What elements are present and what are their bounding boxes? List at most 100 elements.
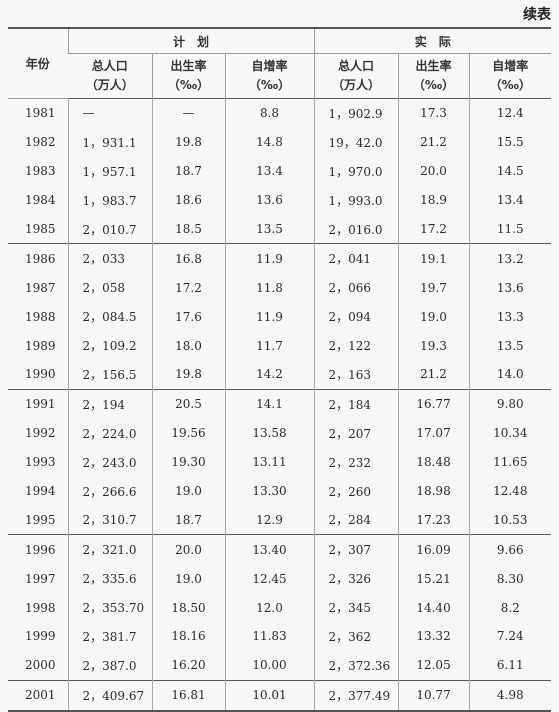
year-cell: 1988 bbox=[25, 309, 56, 324]
value-cell: 4.98 bbox=[468, 679, 552, 711]
value-cell: 10.53 bbox=[468, 505, 552, 535]
value-cell: 2，372.36 bbox=[313, 650, 399, 681]
value-cell: 19.0 bbox=[397, 302, 470, 332]
value-cell: 13.4 bbox=[468, 185, 552, 215]
value-cell: 17.2 bbox=[397, 214, 470, 244]
value-cell: 2，084.5 bbox=[67, 302, 152, 332]
value-cell: 9.80 bbox=[468, 388, 552, 419]
table-row: 1981— —8.8 1，902.9 17.3 12.4 bbox=[8, 98, 552, 128]
value-cell: 1，902.9 bbox=[313, 98, 399, 128]
value-cell: 2，094 bbox=[313, 302, 399, 332]
table-row: 2000 2，387.0 16.20 10.00 2，372.36 12.05 6.11 bbox=[8, 650, 552, 681]
year-cell: 1986 bbox=[8, 243, 68, 274]
value-cell: 2，041 bbox=[313, 243, 399, 274]
value-cell: 16.81 bbox=[151, 679, 225, 711]
value-cell: 18.7 bbox=[151, 156, 225, 186]
value-cell: 16.77 bbox=[397, 388, 470, 419]
value-cell: 13.2 bbox=[468, 243, 552, 274]
value-cell: 10.00 bbox=[224, 650, 315, 681]
year-cell: 1995 bbox=[25, 512, 56, 527]
value-cell: 2，387.0 bbox=[67, 650, 152, 681]
value-cell: 18.0 bbox=[151, 331, 225, 361]
value-cell: 2，232 bbox=[313, 447, 399, 477]
year-cell: 1983 bbox=[25, 164, 56, 179]
value-cell: 18.50 bbox=[151, 593, 225, 623]
value-cell: 18.98 bbox=[397, 476, 470, 506]
value-cell: 14.1 bbox=[224, 388, 315, 419]
column-header: 总人口 （万人） bbox=[313, 53, 399, 99]
value-cell: 13.4 bbox=[224, 156, 315, 186]
value-cell: 14.2 bbox=[224, 360, 315, 390]
table-row: 1982 1，931.1 19.8 14.8 19，42.0 21.2 15.5 bbox=[8, 127, 552, 157]
value-cell: 12.4 bbox=[468, 98, 552, 128]
value-cell: 19.3 bbox=[397, 331, 470, 361]
value-cell: 19.8 bbox=[151, 360, 225, 390]
value-cell: 13.40 bbox=[224, 534, 315, 565]
value-cell: 18.16 bbox=[151, 622, 225, 651]
value-cell: 17.2 bbox=[151, 273, 225, 303]
table-body: 1981— —8.8 1，902.9 17.3 12.4 1982 1，931.1 19.8 1… bbox=[8, 98, 552, 711]
table-row: 1999 2，381.7 18.16 11.83 2，362 13.32 7.24 bbox=[8, 622, 552, 651]
value-cell: 19.8 bbox=[151, 127, 225, 157]
value-cell: 20.5 bbox=[151, 388, 225, 419]
value-cell: 20.0 bbox=[397, 156, 470, 186]
value-cell: 13.3 bbox=[468, 302, 552, 332]
value-cell: 2，284 bbox=[313, 505, 399, 535]
value-cell: 14.8 bbox=[224, 127, 315, 157]
value-cell: 21.2 bbox=[397, 360, 470, 390]
continued-label: 续表 bbox=[523, 7, 551, 23]
value-cell: 2，066 bbox=[313, 273, 399, 303]
value-cell: 18.5 bbox=[151, 214, 225, 244]
value-cell: 8.2 bbox=[468, 593, 552, 623]
value-cell: 17.23 bbox=[397, 505, 470, 535]
value-cell: 19.0 bbox=[151, 476, 225, 506]
value-cell: 12.9 bbox=[224, 505, 315, 535]
value-cell: 1，993.0 bbox=[313, 185, 399, 215]
value-cell: 18.48 bbox=[397, 447, 470, 477]
table-row: 1993 2，243.0 19.30 13.11 2，232 18.48 11.65 bbox=[8, 447, 552, 477]
column-header: 出生率 （‰） bbox=[151, 53, 225, 99]
table-row: 2001 2，409.67 16.81 10.01 2，377.49 10.77 4.98 bbox=[8, 679, 552, 711]
value-cell: 8.30 bbox=[468, 564, 552, 594]
value-cell: 11.9 bbox=[224, 302, 315, 332]
value-cell: 11.83 bbox=[224, 622, 315, 651]
column-header: 总人口 （万人） bbox=[85, 59, 134, 92]
year-cell: 1989 bbox=[25, 338, 56, 353]
value-cell: 2，362 bbox=[313, 622, 399, 651]
value-cell: 18.7 bbox=[151, 505, 225, 535]
year-cell: 1997 bbox=[25, 571, 56, 586]
value-cell: 1，983.7 bbox=[67, 185, 152, 215]
value-cell: 2，310.7 bbox=[67, 505, 152, 535]
value-cell: 12.05 bbox=[397, 650, 470, 681]
year-cell: 1984 bbox=[25, 193, 56, 208]
value-cell: 2，326 bbox=[313, 564, 399, 594]
year-header: 年份 bbox=[8, 28, 68, 99]
value-cell: 14.0 bbox=[468, 360, 552, 390]
table-row: 1997 2，335.6 19.0 12.45 2，326 15.21 8.30 bbox=[8, 564, 552, 594]
value-cell: 2，033 bbox=[67, 243, 152, 274]
year-cell: 2000 bbox=[25, 658, 56, 673]
value-cell: 11.5 bbox=[468, 214, 552, 244]
value-cell: 2，109.2 bbox=[67, 331, 152, 361]
value-cell: 17.6 bbox=[151, 302, 225, 332]
plan-header: 计 划 bbox=[67, 28, 315, 54]
value-cell: 2，122 bbox=[313, 331, 399, 361]
value-cell: 13.11 bbox=[224, 447, 315, 477]
value-cell: 9.66 bbox=[468, 534, 552, 565]
value-cell: 2，345 bbox=[313, 593, 399, 623]
table-row: 1994 2，266.6 19.0 13.30 2，260 18.98 12.48 bbox=[8, 476, 552, 506]
value-cell: 16.09 bbox=[397, 534, 470, 565]
value-cell: 16.8 bbox=[151, 243, 225, 274]
value-cell: — bbox=[67, 98, 152, 128]
value-cell: 13.58 bbox=[224, 418, 315, 448]
value-cell: 2，335.6 bbox=[67, 564, 152, 594]
year-cell: 1992 bbox=[25, 426, 56, 441]
value-cell: — bbox=[151, 98, 225, 128]
table-row: 1985 2，010.7 18.5 13.5 2，016.0 17.2 11.5 bbox=[8, 214, 552, 244]
value-cell: 2，321.0 bbox=[67, 534, 152, 565]
value-cell: 10.34 bbox=[468, 418, 552, 448]
value-cell: 14.5 bbox=[468, 156, 552, 186]
year-cell: 1998 bbox=[25, 600, 56, 615]
value-cell: 2，266.6 bbox=[67, 476, 152, 506]
value-cell: 18.6 bbox=[151, 185, 225, 215]
